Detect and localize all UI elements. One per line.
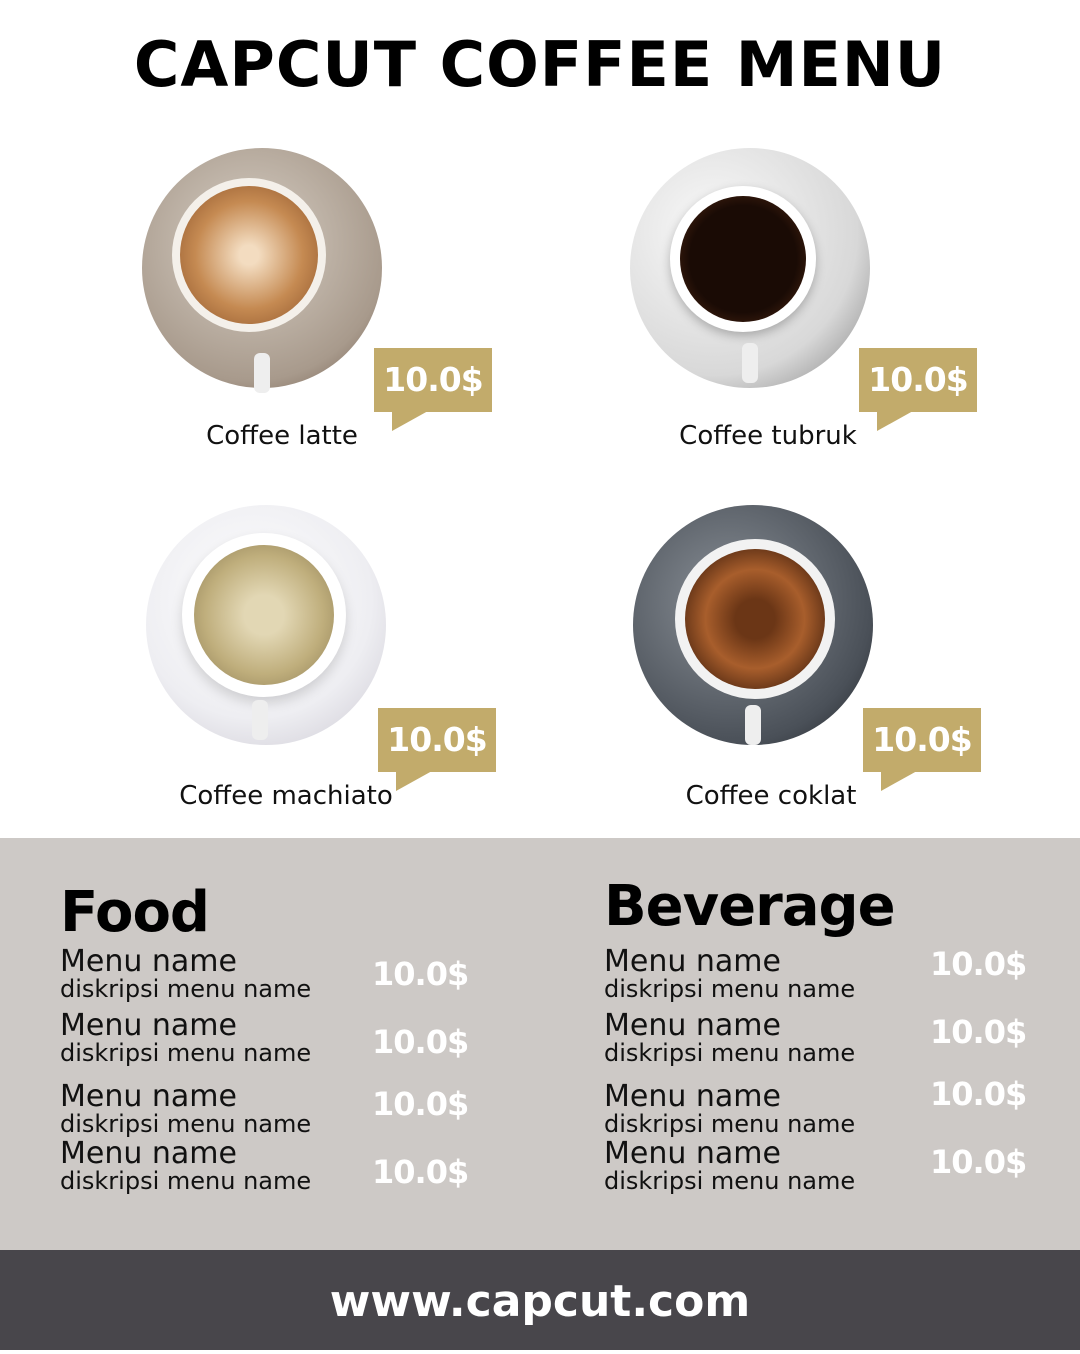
beverage-item: Menu name diskripsi menu name: [604, 944, 856, 1003]
item-description: diskripsi menu name: [604, 1110, 856, 1138]
item-price: 10.0$: [372, 1085, 469, 1123]
item-name: Menu name: [60, 1008, 237, 1043]
item-label: Coffee machiato: [179, 781, 393, 811]
item-name: Menu name: [604, 1136, 781, 1171]
food-item: Menu name diskripsi menu name: [60, 1079, 312, 1138]
item-name: Menu name: [604, 1008, 781, 1043]
price-tag-tail: [396, 771, 432, 791]
beverage-item: Menu name diskripsi menu name: [604, 1079, 856, 1138]
item-label: Coffee tubruk: [679, 421, 857, 451]
price-tag: 10.0$: [378, 708, 496, 772]
menu-list-panel: [0, 838, 1080, 1250]
item-description: diskripsi menu name: [60, 975, 312, 1003]
item-price: 10.0$: [372, 1153, 469, 1191]
beverage-item: Menu name diskripsi menu name: [604, 1008, 856, 1067]
item-price: 10.0$: [372, 1023, 469, 1061]
item-price: 10.0$: [930, 1013, 1027, 1051]
item-price: 10.0$: [930, 1143, 1027, 1181]
coffee-latte-image: [142, 148, 382, 393]
price-tag: 10.0$: [374, 348, 492, 412]
footer-url-link[interactable]: www.capcut.com: [0, 1250, 1080, 1350]
item-name: Menu name: [60, 1079, 237, 1114]
item-description: diskripsi menu name: [604, 975, 856, 1003]
coffee-machiato-image: [146, 505, 386, 745]
beverage-item: Menu name diskripsi menu name: [604, 1136, 856, 1195]
price-tag-tail: [877, 411, 913, 431]
coffee-tubruk-image: [630, 148, 870, 388]
item-price: 10.0$: [930, 1075, 1027, 1113]
item-description: diskripsi menu name: [604, 1039, 856, 1067]
item-label: Coffee latte: [206, 421, 358, 451]
item-price: 10.0$: [930, 945, 1027, 983]
price-tag: 10.0$: [859, 348, 977, 412]
item-description: diskripsi menu name: [60, 1110, 312, 1138]
item-price: 10.0$: [372, 955, 469, 993]
food-item: Menu name diskripsi menu name: [60, 1136, 312, 1195]
item-description: diskripsi menu name: [604, 1167, 856, 1195]
food-item: Menu name diskripsi menu name: [60, 1008, 312, 1067]
item-description: diskripsi menu name: [60, 1167, 312, 1195]
food-section-title: Food: [60, 880, 210, 945]
food-item: Menu name diskripsi menu name: [60, 944, 312, 1003]
price-tag-tail: [881, 771, 917, 791]
item-name: Menu name: [604, 1079, 781, 1114]
item-description: diskripsi menu name: [60, 1039, 312, 1067]
beverage-section-title: Beverage: [604, 874, 896, 939]
price-tag: 10.0$: [863, 708, 981, 772]
item-label: Coffee coklat: [685, 781, 857, 811]
item-name: Menu name: [604, 944, 781, 979]
item-name: Menu name: [60, 1136, 237, 1171]
price-tag-tail: [392, 411, 428, 431]
page-title: CAPCUT COFFEE MENU: [133, 28, 947, 101]
item-name: Menu name: [60, 944, 237, 979]
coffee-coklat-image: [633, 505, 873, 745]
